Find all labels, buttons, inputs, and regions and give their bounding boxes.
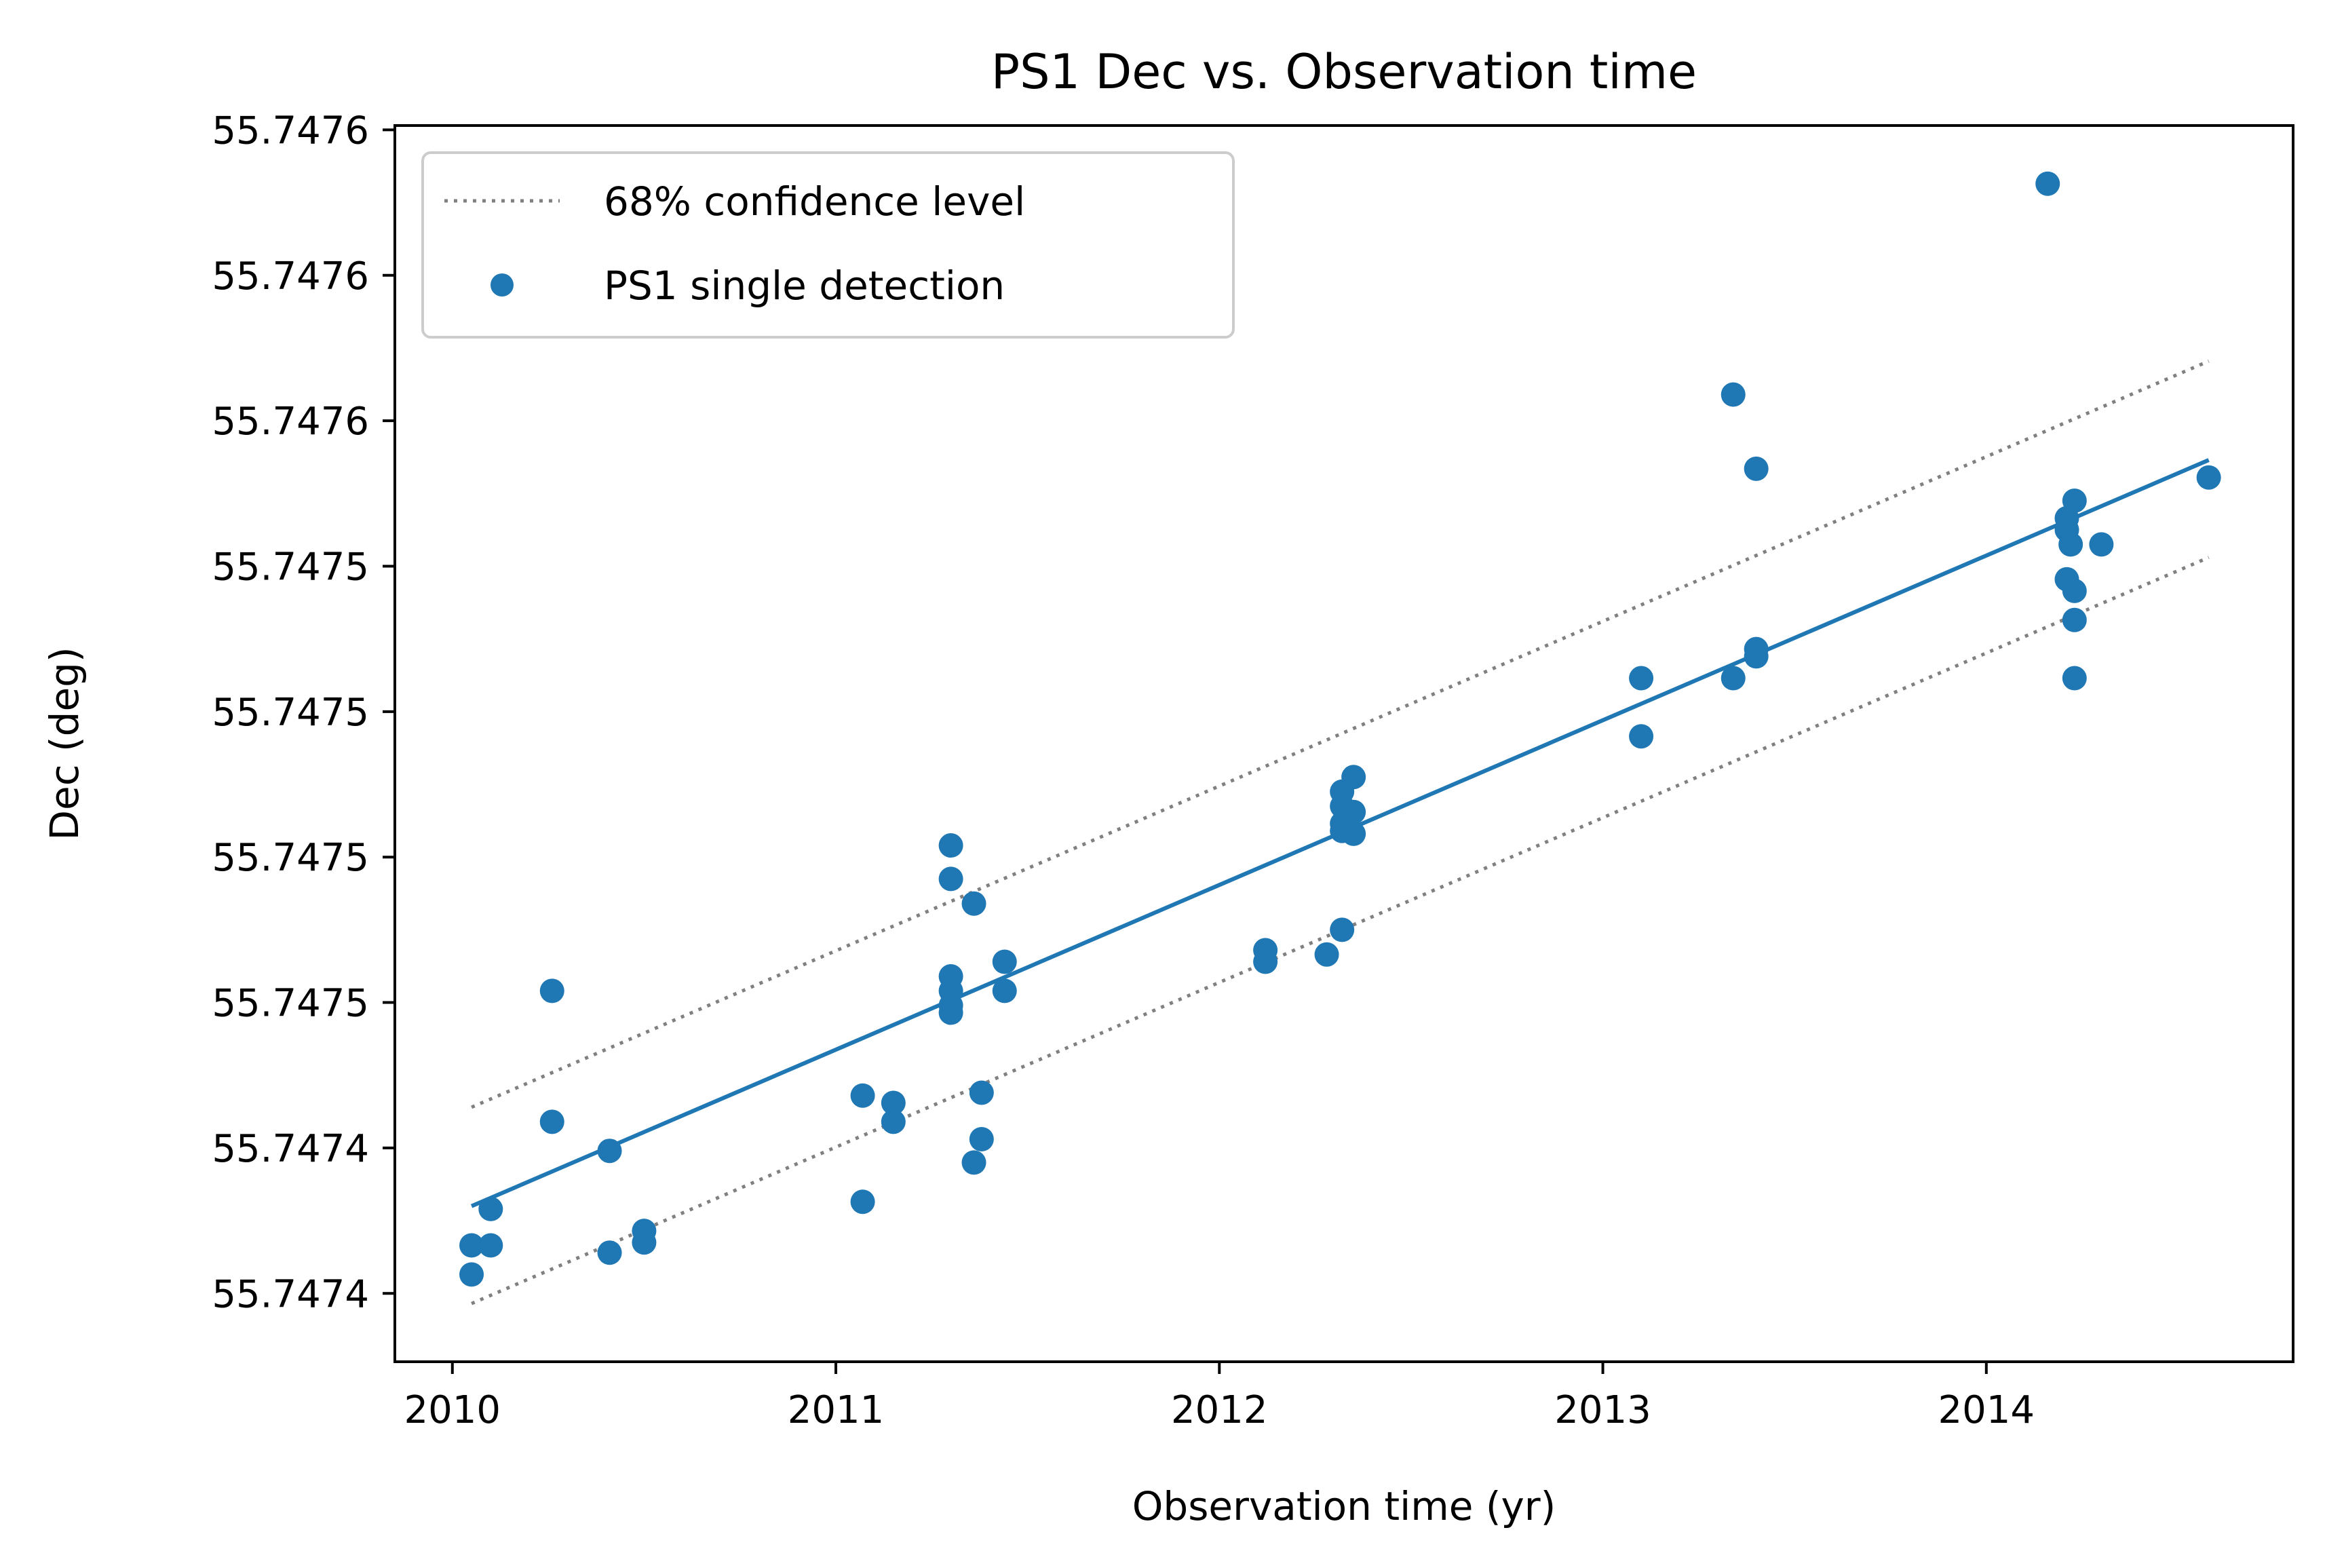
- detection-point: [881, 1090, 906, 1115]
- detection-point: [1330, 917, 1355, 942]
- legend-confidence-label: 68% confidence level: [604, 178, 1025, 225]
- detection-point: [938, 833, 963, 858]
- detection-point: [1744, 456, 1769, 481]
- y-tick-label: 55.7476: [212, 400, 369, 444]
- x-tick-label: 2013: [1554, 1388, 1651, 1432]
- y-tick-label: 55.7474: [212, 1127, 369, 1171]
- confidence-line-layer: [471, 359, 2210, 1305]
- y-tick-label: 55.7475: [212, 545, 369, 589]
- detection-point: [1744, 644, 1769, 669]
- y-tick-label: 55.7475: [212, 836, 369, 880]
- detection-point: [2062, 489, 2087, 514]
- detection-point: [2062, 607, 2087, 632]
- detection-point: [961, 891, 986, 916]
- detection-point: [1341, 799, 1366, 824]
- x-tick-label: 2011: [788, 1388, 885, 1432]
- x-tick-label: 2010: [404, 1388, 501, 1432]
- detection-point: [938, 1000, 963, 1025]
- legend: 68% confidence level PS1 single detectio…: [421, 151, 1235, 339]
- detection-point: [2062, 578, 2087, 603]
- legend-detection-marker: [491, 273, 514, 297]
- confidence-bound-line: [471, 556, 2210, 1305]
- detection-point: [2035, 171, 2060, 196]
- detection-point: [961, 1150, 986, 1175]
- detection-point: [459, 1233, 484, 1258]
- detection-point: [938, 866, 963, 892]
- y-axis: 55.7474 55.7474 55.7475 55.7475 55.7475 55.74…: [212, 109, 395, 1316]
- y-tick-label: 55.7475: [212, 982, 369, 1026]
- detection-point: [2196, 465, 2221, 490]
- y-tick-label: 55.7474: [212, 1272, 369, 1316]
- y-axis-label: Dec (deg): [41, 647, 88, 840]
- detection-point: [632, 1230, 657, 1255]
- y-tick-label: 55.7475: [212, 691, 369, 735]
- detection-point: [850, 1189, 875, 1215]
- detection-point: [969, 1080, 994, 1105]
- detection-point: [2089, 532, 2114, 557]
- detection-point: [2058, 532, 2083, 557]
- scatter-points-layer: [459, 171, 2221, 1287]
- detection-point: [1253, 949, 1278, 974]
- detection-point: [2062, 666, 2087, 691]
- detection-point: [478, 1196, 503, 1221]
- legend-box: [421, 151, 1235, 339]
- chart-title: PS1 Dec vs. Observation time: [991, 44, 1697, 100]
- detection-point: [478, 1233, 503, 1258]
- detection-point: [539, 1109, 564, 1134]
- plot-frame: [393, 124, 2294, 1363]
- detection-point: [850, 1083, 875, 1108]
- x-tick-label: 2012: [1171, 1388, 1268, 1432]
- detection-point: [881, 1109, 906, 1134]
- legend-detection-label: PS1 single detection: [604, 263, 1005, 309]
- y-tick-label: 55.7476: [212, 109, 369, 153]
- detection-point: [992, 949, 1017, 974]
- detection-point: [597, 1240, 622, 1265]
- x-axis: 2010 2011 2012 2013 2014: [404, 1362, 2035, 1432]
- detection-point: [1341, 821, 1366, 846]
- detection-point: [992, 978, 1017, 1003]
- confidence-bound-line: [471, 359, 2210, 1109]
- detection-point: [1341, 765, 1366, 790]
- detection-point: [1314, 942, 1339, 967]
- detection-point: [459, 1262, 484, 1287]
- detection-point: [1629, 724, 1654, 749]
- detection-point: [1721, 382, 1746, 407]
- x-tick-label: 2014: [1938, 1388, 2035, 1432]
- x-axis-label: Observation time (yr): [1132, 1483, 1556, 1529]
- detection-point: [539, 978, 564, 1003]
- detection-point: [597, 1139, 622, 1164]
- detection-point: [1721, 666, 1746, 691]
- detection-point: [969, 1127, 994, 1152]
- detection-point: [1629, 666, 1654, 691]
- y-tick-label: 55.7476: [212, 254, 369, 299]
